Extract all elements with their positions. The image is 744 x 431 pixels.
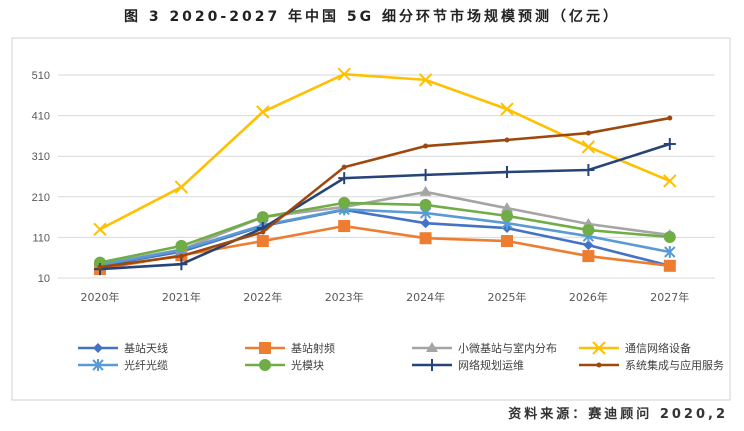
series-line (99, 208, 671, 267)
data-point (418, 73, 433, 87)
y-tick-label: 410 (32, 111, 50, 123)
data-point (663, 174, 677, 188)
data-point (256, 105, 270, 119)
x-tick-label: 2020年 (81, 290, 120, 304)
y-tick-label: 310 (32, 151, 50, 163)
data-point (663, 230, 676, 243)
data-point (178, 253, 184, 259)
series-line (99, 142, 671, 271)
data-point (501, 209, 513, 222)
series-line (99, 116, 671, 269)
data-point (582, 164, 595, 177)
series-line (99, 72, 671, 231)
x-tick-label: 2025年 (488, 290, 527, 304)
legend-marker (259, 342, 271, 354)
data-point (583, 240, 594, 251)
legend-marker (93, 343, 103, 353)
data-point (501, 202, 513, 213)
data-point (504, 137, 510, 143)
x-tick-label: 2027年 (650, 290, 689, 304)
data-point (664, 246, 676, 259)
data-point (423, 143, 429, 149)
y-tick-label: 110 (32, 232, 50, 244)
data-point (338, 196, 351, 209)
x-tick-label: 2024年 (406, 290, 445, 304)
data-point (93, 222, 107, 236)
x-tick-label: 2023年 (325, 290, 364, 304)
data-point (501, 166, 513, 179)
y-tick-label: 210 (32, 192, 50, 204)
data-point (420, 218, 431, 229)
x-tick-label: 2026年 (569, 290, 608, 304)
data-point (419, 198, 432, 211)
series-line (99, 201, 670, 264)
data-point (260, 229, 266, 235)
data-point (582, 250, 595, 263)
data-point (341, 164, 347, 170)
x-tick-label: 2021年 (162, 290, 201, 304)
series-line (99, 208, 671, 268)
data-point (97, 264, 103, 270)
legend-marker (592, 341, 606, 355)
legend-marker (92, 359, 104, 371)
data-point (419, 185, 432, 196)
y-tick-label: 10 (38, 273, 50, 285)
chart-border (11, 37, 731, 401)
data-point (256, 235, 269, 248)
data-point (500, 102, 514, 116)
legend-marker (259, 359, 271, 371)
data-point (337, 67, 351, 81)
legend-marker (596, 362, 602, 368)
chart-title: 图 3 2020-2027 年中国 5G 细分环节市场规模预测（亿元） (123, 9, 621, 25)
data-point (338, 220, 351, 233)
data-point (175, 239, 188, 252)
data-point (582, 224, 595, 237)
data-point (174, 180, 189, 194)
data-point (256, 211, 269, 224)
y-tick-label: 510 (32, 70, 50, 82)
data-point (501, 235, 513, 248)
data-point (419, 168, 432, 181)
legend-label: 小微基站与室内分布 (458, 341, 557, 355)
data-point (663, 138, 676, 151)
legend-label: 基站射频 (291, 341, 335, 355)
data-point (175, 258, 188, 271)
source-note: 资料来源：赛迪顾问 2020,2 (508, 407, 728, 422)
legend-label: 通信网络设备 (625, 341, 691, 355)
legend-marker (426, 342, 438, 352)
data-point (581, 140, 596, 154)
series-line (99, 190, 670, 266)
data-point (585, 130, 591, 136)
legend-label: 光纤光缆 (124, 358, 168, 372)
data-point (667, 115, 673, 121)
data-point (419, 232, 432, 245)
legend-label: 系统集成与应用服务 (625, 358, 724, 372)
legend-label: 基站天线 (124, 341, 168, 355)
legend-label: 网络规划运维 (458, 358, 524, 372)
legend-marker (426, 359, 438, 371)
data-point (338, 172, 351, 185)
data-point (663, 259, 676, 272)
legend-label: 光模块 (291, 358, 324, 372)
x-tick-label: 2022年 (243, 290, 282, 304)
